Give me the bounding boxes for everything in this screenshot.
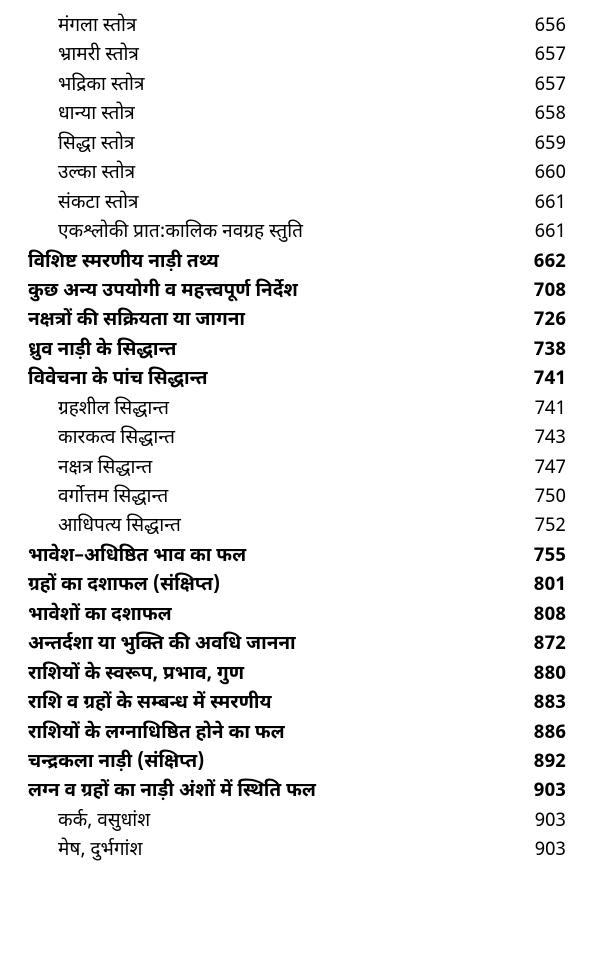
toc-page-number: 801 [516,571,566,600]
toc-title: एकश्लोकी प्रात:कालिक नवग्रह स्तुति [28,218,303,247]
toc-page-number: 708 [516,277,566,306]
toc-page-number: 658 [516,100,566,129]
toc-title: राशियों के स्वरूप, प्रभाव, गुण [28,660,244,689]
toc-page-number: 883 [516,689,566,718]
toc-page-number: 903 [516,777,566,806]
toc-page-number: 903 [516,807,566,836]
toc-page-number: 903 [516,836,566,865]
toc-title: अन्तर्दशा या भुक्ति की अवधि जानना [28,630,296,659]
toc-row: कर्क, वसुधांश 903 [28,807,566,836]
toc-title: वर्गोत्तम सिद्धान्त [28,483,168,512]
toc-title: कुछ अन्य उपयोगी व महत्त्वपूर्ण निर्देश [28,277,298,306]
toc-row: ग्रहशील सिद्धान्त 741 [28,395,566,424]
toc-row: ध्रुव नाड़ी के सिद्धान्त 738 [28,336,566,365]
toc-title: विवेचना के पांच सिद्धान्त [28,365,208,394]
toc-row: नक्षत्रों की सक्रियता या जागना 726 [28,306,566,335]
toc-row: एकश्लोकी प्रात:कालिक नवग्रह स्तुति 661 [28,218,566,247]
toc-page-number: 656 [516,12,566,41]
toc-page-number: 892 [516,748,566,777]
toc-page-number: 741 [516,365,566,394]
toc-title: भावेशों का दशाफल [28,601,172,630]
toc-row: कारकत्व सिद्धान्त 743 [28,424,566,453]
toc-page-number: 808 [516,601,566,630]
toc-list: मंगला स्तोत्र656भ्रामरी स्तोत्र657भद्रिक… [28,12,566,866]
toc-title: भावेश–अधिष्ठित भाव का फल [28,542,246,571]
toc-row: विवेचना के पांच सिद्धान्त 741 [28,365,566,394]
toc-title: ध्रुव नाड़ी के सिद्धान्त [28,336,176,365]
toc-title: मंगला स्तोत्र [28,12,136,41]
toc-row: सिद्धा स्तोत्र 659 [28,130,566,159]
toc-page-number: 657 [516,41,566,70]
toc-page-number: 659 [516,130,566,159]
toc-title: ग्रहों का दशाफल (संक्षिप्त) [28,571,220,600]
toc-title: विशिष्ट स्मरणीय नाड़ी तथ्य [28,248,219,277]
toc-row: राशियों के लग्नाधिष्ठित होने का फल 886 [28,719,566,748]
toc-title: आधिपत्य सिद्धान्त [28,512,181,541]
toc-row: उल्का स्तोत्र 660 [28,159,566,188]
toc-row: नक्षत्र सिद्धान्त 747 [28,454,566,483]
toc-page-number: 660 [516,159,566,188]
toc-row: राशियों के स्वरूप, प्रभाव, गुण 880 [28,660,566,689]
toc-title: भ्रामरी स्तोत्र [28,41,139,70]
toc-row: मेष, दुर्भगांश 903 [28,836,566,865]
toc-page-number: 726 [516,306,566,335]
toc-row: संकटा स्तोत्र 661 [28,189,566,218]
toc-row: भावेशों का दशाफल 808 [28,601,566,630]
toc-title: ग्रहशील सिद्धान्त [28,395,169,424]
toc-title: कर्क, वसुधांश [28,807,150,836]
toc-page-number: 750 [516,483,566,512]
toc-page-number: 741 [516,395,566,424]
toc-title: नक्षत्र सिद्धान्त [28,454,152,483]
toc-row: चन्द्रकला नाड़ी (संक्षिप्त) 892 [28,748,566,777]
toc-page-number: 662 [516,248,566,277]
toc-row: वर्गोत्तम सिद्धान्त 750 [28,483,566,512]
toc-row: लग्न व ग्रहों का नाड़ी अंशों में स्थिति … [28,777,566,806]
toc-title: कारकत्व सिद्धान्त [28,424,175,453]
toc-page-number: 747 [516,454,566,483]
toc-title: राशियों के लग्नाधिष्ठित होने का फल [28,719,285,748]
toc-page-number: 755 [516,542,566,571]
toc-title: नक्षत्रों की सक्रियता या जागना [28,306,245,335]
toc-row: मंगला स्तोत्र 656 [28,12,566,41]
toc-row: ग्रहों का दशाफल (संक्षिप्त) 801 [28,571,566,600]
toc-row: भावेश–अधिष्ठित भाव का फल 755 [28,542,566,571]
toc-page-number: 738 [516,336,566,365]
toc-title: चन्द्रकला नाड़ी (संक्षिप्त) [28,748,205,777]
toc-row: धान्या स्तोत्र 658 [28,100,566,129]
toc-row: भद्रिका स्तोत्र 657 [28,71,566,100]
toc-title: राशि व ग्रहों के सम्बन्ध में स्मरणीय [28,689,272,718]
toc-page-number: 657 [516,71,566,100]
toc-page-number: 743 [516,424,566,453]
toc-page: मंगला स्तोत्र656भ्रामरी स्तोत्र657भद्रिक… [0,0,600,959]
toc-row: राशि व ग्रहों के सम्बन्ध में स्मरणीय 883 [28,689,566,718]
toc-title: मेष, दुर्भगांश [28,836,142,865]
toc-page-number: 752 [516,512,566,541]
toc-page-number: 872 [516,630,566,659]
toc-title: संकटा स्तोत्र [28,189,139,218]
toc-page-number: 661 [516,189,566,218]
toc-title: धान्या स्तोत्र [28,100,135,129]
toc-row: आधिपत्य सिद्धान्त 752 [28,512,566,541]
toc-title: भद्रिका स्तोत्र [28,71,144,100]
toc-row: कुछ अन्य उपयोगी व महत्त्वपूर्ण निर्देश 70… [28,277,566,306]
toc-title: सिद्धा स्तोत्र [28,130,134,159]
toc-title: उल्का स्तोत्र [28,159,135,188]
toc-row: अन्तर्दशा या भुक्ति की अवधि जानना 872 [28,630,566,659]
toc-title: लग्न व ग्रहों का नाड़ी अंशों में स्थिति … [28,777,316,806]
toc-page-number: 661 [516,218,566,247]
toc-page-number: 880 [516,660,566,689]
toc-row: भ्रामरी स्तोत्र 657 [28,41,566,70]
toc-row: विशिष्ट स्मरणीय नाड़ी तथ्य 662 [28,248,566,277]
toc-page-number: 886 [516,719,566,748]
